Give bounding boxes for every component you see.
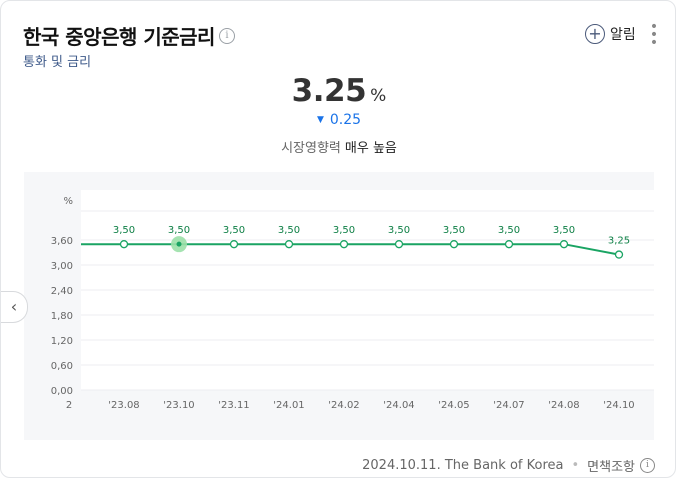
data-label: 3,50	[388, 225, 410, 236]
y-tick-label: 1,20	[51, 336, 73, 347]
alarm-button[interactable]: + 알림	[585, 23, 636, 45]
data-label: 3,50	[223, 225, 245, 236]
more-options-icon[interactable]: • • •	[649, 19, 659, 51]
x-tick-label: '24.04	[383, 400, 414, 411]
footer: 2024.10.11. The Bank of Korea • 면책조항 i	[362, 456, 655, 475]
data-label: 3,50	[443, 225, 465, 236]
x-tick-label: '24.05	[438, 400, 469, 411]
y-tick-label: 1,80	[51, 311, 73, 322]
footer-date: 2024.10.11.	[362, 458, 441, 473]
data-point	[559, 240, 569, 249]
data-label: 3,50	[553, 225, 575, 236]
rate-change: ▼ 0.25	[1, 112, 675, 128]
data-label: 3,50	[113, 225, 135, 236]
data-point	[504, 240, 514, 249]
page-title: 한국 중앙은행 기준금리	[23, 25, 215, 49]
rate-number: 3.25	[291, 73, 367, 109]
data-label: 3,50	[168, 225, 190, 236]
data-point	[339, 240, 349, 249]
chart-area: 0,00 0,60 1,20 1,80 2,40 3,00 3,60% 2 '23.08 '23.…	[24, 172, 654, 440]
data-point	[119, 240, 129, 249]
y-tick-label: 2,40	[51, 286, 73, 297]
info-icon[interactable]: i	[219, 28, 235, 44]
x-tick-label: '24.07	[493, 400, 524, 411]
x-tick-label: '24.01	[273, 400, 304, 411]
line-chart: 0,00 0,60 1,20 1,80 2,40 3,00 3,60% 2 '23.08 '23.…	[51, 190, 654, 411]
category-link[interactable]: 통화 및 금리	[23, 55, 92, 70]
down-triangle-icon: ▼	[316, 115, 324, 125]
data-point	[394, 240, 404, 249]
disclaimer-link[interactable]: 면책조항	[587, 460, 635, 475]
market-impact: 시장영향력 매우 높음	[1, 137, 675, 156]
data-point	[284, 240, 294, 249]
data-point	[229, 240, 239, 249]
x-tick-label: '23.11	[218, 400, 249, 411]
footer-source: The Bank of Korea	[444, 458, 564, 473]
rate-value: 3.25%	[1, 73, 675, 109]
x-tick-label: '24.10	[603, 400, 634, 411]
data-label: 3,50	[333, 225, 355, 236]
impact-label: 시장영향력	[281, 141, 341, 156]
x-tick-label: '23.10	[163, 400, 194, 411]
rate-unit: %	[370, 86, 387, 106]
data-point	[176, 241, 182, 247]
x-tick-label: '24.08	[548, 400, 579, 411]
x-tick-label: 2	[66, 400, 72, 411]
data-label: 3,25	[608, 236, 630, 247]
y-tick-label: 3,00	[51, 261, 73, 272]
rate-change-value: 0.25	[329, 112, 362, 128]
data-label: 3,50	[278, 225, 300, 236]
data-point	[449, 240, 459, 249]
impact-level: 매우 높음	[344, 141, 397, 156]
y-tick-label: 3,60	[51, 236, 73, 247]
x-tick-label: '24.02	[328, 400, 359, 411]
plus-icon: +	[585, 24, 605, 44]
prev-arrow-button[interactable]: ‹	[1, 291, 28, 323]
data-label: 3,50	[498, 225, 520, 236]
y-axis-unit: %	[63, 196, 73, 207]
y-tick-label: 0,60	[51, 361, 73, 372]
footer-separator: •	[571, 458, 580, 473]
info-icon[interactable]: i	[640, 458, 655, 473]
x-tick-label: '23.08	[108, 400, 139, 411]
alarm-label: 알림	[610, 27, 636, 43]
data-point	[614, 250, 624, 259]
y-tick-label: 0,00	[51, 386, 73, 397]
